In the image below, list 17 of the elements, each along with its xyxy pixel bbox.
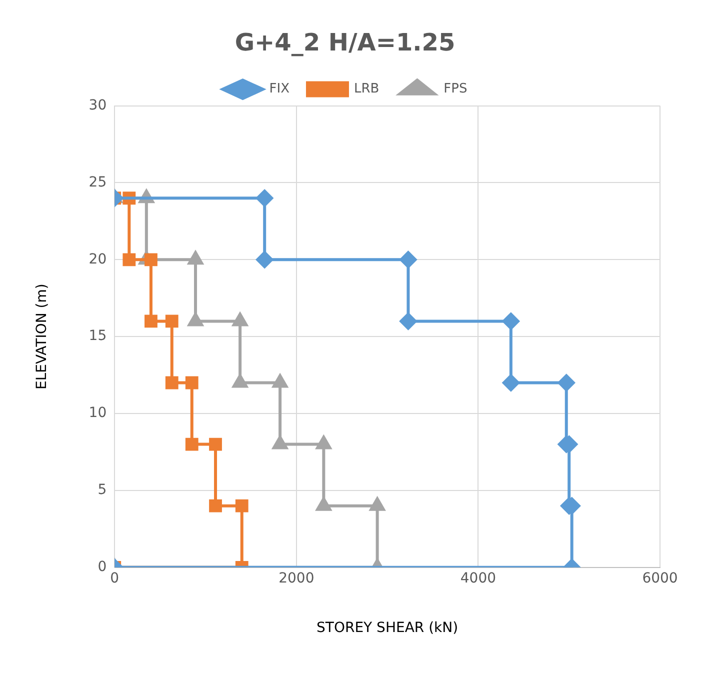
legend-label: LRB (354, 82, 380, 97)
y-tick-label: 10 (88, 405, 107, 422)
x-tick-label: 4000 (460, 570, 496, 586)
y-tick-label: 20 (88, 251, 107, 268)
y-axis-title: ELEVATION (m) (34, 284, 50, 390)
legend-label: FIX (269, 82, 290, 97)
x-axis-title: STOREY SHEAR (kN) (316, 620, 458, 636)
x-tick-label: 6000 (642, 570, 678, 586)
y-tick-label: 15 (88, 328, 107, 344)
y-tick-label: 25 (88, 174, 107, 190)
chart-title: G+4_2 H/A=1.25 (234, 28, 456, 57)
x-tick-label: 2000 (278, 570, 314, 586)
x-tick-label: 0 (110, 570, 120, 586)
legend-label: FPS (444, 82, 468, 97)
y-tick-label: 30 (88, 97, 107, 114)
y-tick-label: 0 (98, 559, 107, 576)
y-tick-label: 5 (98, 482, 107, 498)
